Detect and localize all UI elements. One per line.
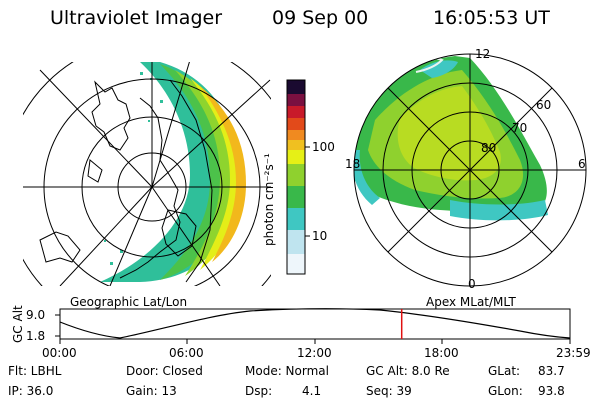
altitude-ytick-9: 9.0 (26, 308, 46, 322)
mlat-label-70: 70 (512, 121, 528, 135)
gc-alt-field: GC Alt: 8.0 Re (366, 364, 450, 378)
left-map-caption: Geographic Lat/Lon (70, 295, 188, 309)
altitude-xtick: 18:00 (424, 346, 459, 360)
flt-field: Flt: LBHL (8, 364, 62, 378)
mlat-label-60: 60 (536, 98, 552, 112)
ip-field: IP: 36.0 (8, 384, 54, 398)
altitude-xtick: 23:59 (556, 346, 591, 360)
altitude-xtick: 00:00 (42, 346, 77, 360)
mlt-label-18: 18 (345, 157, 361, 171)
glat-label: GLat: (488, 364, 521, 378)
mode-field: Mode: Normal (245, 364, 329, 378)
altitude-ytick-1-8: 1.8 (26, 329, 46, 343)
colorbar-tick-100: 100 (312, 140, 335, 154)
polar-grid (353, 53, 587, 287)
glon-label: GLon: (488, 384, 523, 398)
colorbar-unit-label: photon cm⁻²s⁻¹ (262, 153, 276, 246)
glon-value: 93.8 (538, 384, 565, 398)
seq-field: Seq: 39 (366, 384, 412, 398)
mlt-label-12: 12 (475, 47, 491, 61)
geographic-map (23, 62, 271, 286)
time: 16:05:53 UT (433, 7, 550, 29)
colorbar (286, 79, 310, 275)
glat-value: 83.7 (538, 364, 565, 378)
title: Ultraviolet Imager (50, 7, 223, 29)
gain-field: Gain: 13 (126, 384, 177, 398)
mlt-label-0: 0 (468, 277, 476, 291)
date: 09 Sep 00 (272, 7, 369, 29)
dsp-label: Dsp: (245, 384, 273, 398)
altitude-xtick: 12:00 (297, 346, 332, 360)
mlat-label-80: 80 (481, 141, 497, 155)
altitude-ylabel: GC Alt (11, 305, 25, 343)
altitude-curve (59, 308, 571, 339)
mlt-label-6: 6 (578, 157, 586, 171)
altitude-plot (55, 308, 571, 344)
dsp-value: 4.1 (302, 384, 322, 398)
polar-map (354, 56, 548, 221)
door-field: Door: Closed (126, 364, 203, 378)
altitude-xtick: 06:00 (169, 346, 204, 360)
colorbar-tick-10: 10 (312, 229, 328, 243)
right-map-caption: Apex MLat/MLT (426, 295, 516, 309)
